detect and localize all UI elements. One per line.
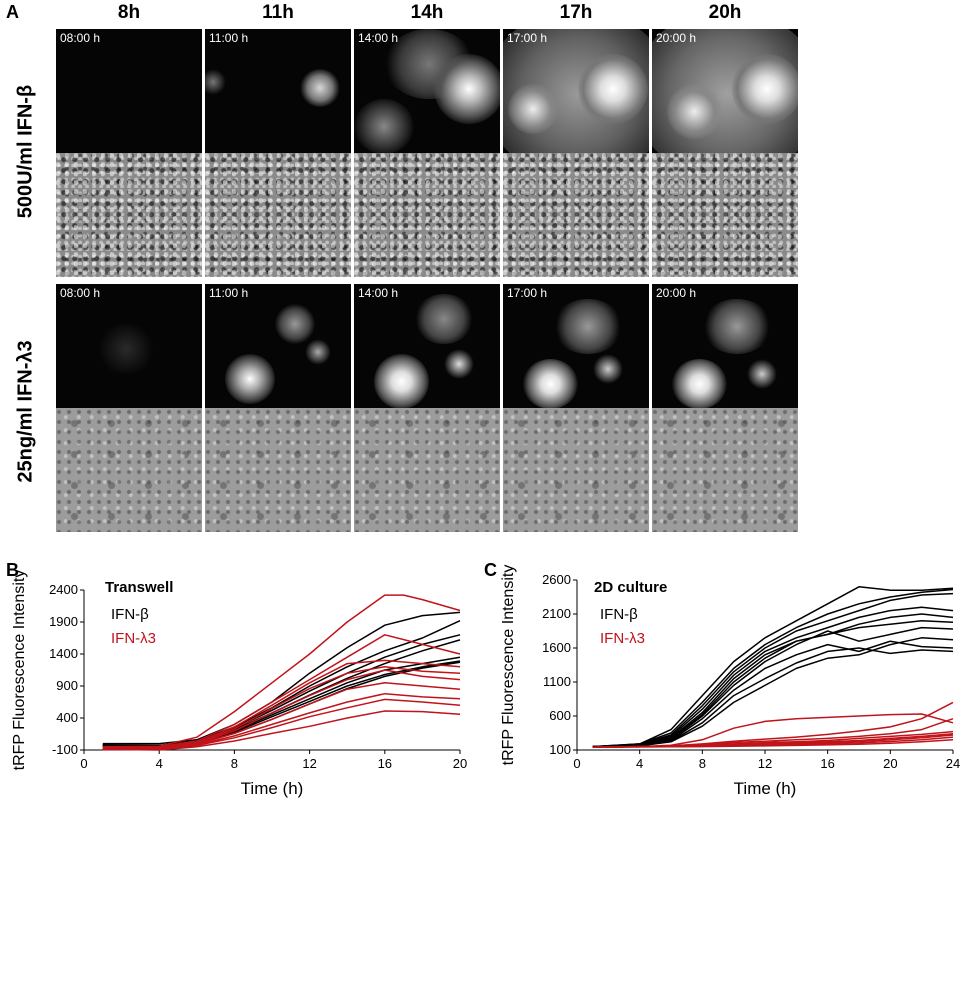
- time-label: 11:00 h: [209, 31, 249, 45]
- y-axis-label: tRFP Fluorescence Intensity: [500, 565, 517, 766]
- x-tick-label: 0: [573, 756, 580, 771]
- image-ifnl3-fluo-14h: 14:00 h: [354, 284, 500, 408]
- image-ifnl3-brightfield-14h: [354, 408, 500, 532]
- x-tick-label: 20: [883, 756, 897, 771]
- series-line: [592, 613, 954, 748]
- x-tick-label: 0: [80, 756, 87, 771]
- x-tick-label: 8: [231, 756, 238, 771]
- series-line: [592, 637, 954, 748]
- image-ifnb-fluo-17h: 17:00 h: [503, 29, 649, 153]
- x-tick-label: 24: [946, 756, 960, 771]
- y-axis-label: tRFP Fluorescence Intensity: [11, 570, 28, 771]
- time-label: 08:00 h: [60, 31, 101, 45]
- series-line: [102, 710, 461, 751]
- panel-a-letter: A: [6, 2, 19, 22]
- series-line: [592, 588, 954, 748]
- series-line: [102, 634, 461, 749]
- y-tick-label: 1100: [543, 674, 571, 689]
- x-tick-label: 4: [156, 756, 163, 771]
- series-line: [102, 594, 461, 748]
- panel-c-letter: C: [484, 560, 497, 580]
- chart-title: 2D culture: [594, 579, 667, 596]
- image-ifnl3-brightfield-8h: [56, 408, 202, 532]
- panel-b-letter: B: [6, 560, 19, 580]
- y-tick-label: 1900: [49, 614, 78, 629]
- legend-entry: IFN-λ3: [111, 630, 156, 647]
- x-tick-label: 12: [302, 756, 316, 771]
- x-tick-label: 16: [820, 756, 834, 771]
- col-header-17h: 17h: [559, 2, 593, 23]
- image-ifnl3-brightfield-20h: [652, 408, 798, 532]
- x-tick-label: 20: [453, 756, 467, 771]
- legend-entry: IFN-λ3: [600, 630, 645, 647]
- series-line: [592, 586, 954, 748]
- series-line: [592, 606, 954, 748]
- col-header-20h: 20h: [708, 2, 742, 23]
- chart-2d-culture: 0 4 8 12 16 20 24 100 600 1100 1600 2100 2600 Time (h…: [500, 565, 960, 798]
- time-label: 17:00 h: [507, 286, 548, 300]
- series-line: [592, 647, 954, 748]
- col-header-8h: 8h: [117, 2, 141, 23]
- x-tick-label: 16: [378, 756, 392, 771]
- x-tick-label: 4: [636, 756, 643, 771]
- series-line: [102, 698, 461, 751]
- y-tick-label: 900: [56, 678, 78, 693]
- col-header-14h: 14h: [410, 2, 444, 23]
- time-label: 20:00 h: [656, 286, 697, 300]
- image-ifnb-fluo-20h: 20:00 h: [652, 29, 798, 153]
- y-tick-label: 2600: [542, 572, 571, 587]
- time-label: 20:00 h: [656, 31, 697, 45]
- y-tick-label: 2400: [49, 582, 78, 597]
- series-line: [592, 626, 954, 748]
- image-ifnl3-fluo-8h: 08:00 h: [56, 284, 202, 408]
- legend-entry: IFN-β: [600, 606, 638, 623]
- image-ifnb-brightfield-20h: [652, 153, 798, 277]
- image-ifnb-fluo-14h: 14:00 h: [354, 29, 500, 153]
- image-ifnb-brightfield-14h: [354, 153, 500, 277]
- y-tick-label: -100: [52, 742, 78, 757]
- y-tick-label: 600: [549, 708, 571, 723]
- series-line: [102, 634, 461, 747]
- series-line: [102, 620, 461, 747]
- row-label-ifn-beta: 500U/ml IFN-β: [14, 84, 37, 219]
- image-ifnl3-fluo-17h: 17:00 h: [503, 284, 649, 408]
- time-label: 11:00 h: [209, 286, 249, 300]
- legend-entry: IFN-β: [111, 606, 149, 623]
- time-label: 17:00 h: [507, 31, 548, 45]
- y-tick-label: 1600: [542, 640, 571, 655]
- y-tick-label: 400: [56, 710, 78, 725]
- x-axis-label: Time (h): [241, 779, 304, 798]
- time-label: 14:00 h: [358, 31, 399, 45]
- series-line: [102, 639, 461, 747]
- x-tick-label: 8: [699, 756, 706, 771]
- image-ifnb-brightfield-17h: [503, 153, 649, 277]
- x-axis-label: Time (h): [734, 779, 797, 798]
- x-tick-label: 12: [758, 756, 772, 771]
- series-line: [102, 669, 461, 750]
- image-ifnl3-fluo-20h: 20:00 h: [652, 284, 798, 408]
- chart-transwell: 0 4 8 12 16 20 -100 400 900 1400 1900 2400 Time (h) t…: [11, 570, 467, 798]
- series-line: [102, 682, 461, 750]
- col-header-11h: 11h: [262, 2, 294, 23]
- y-tick-label: 2100: [542, 606, 571, 621]
- chart-title: Transwell: [105, 579, 173, 596]
- image-ifnl3-brightfield-17h: [503, 408, 649, 532]
- row-label-ifn-lambda3: 25ng/ml IFN-λ3: [14, 340, 37, 483]
- image-ifnb-brightfield-8h: [56, 153, 202, 277]
- series-line: [592, 739, 954, 749]
- series-group: [592, 586, 954, 749]
- time-label: 14:00 h: [358, 286, 399, 300]
- series-line: [592, 592, 954, 748]
- y-tick-label: 100: [549, 742, 571, 757]
- time-label: 08:00 h: [60, 286, 101, 300]
- image-ifnb-fluo-8h: 08:00 h: [56, 29, 202, 153]
- image-ifnl3-fluo-11h: 11:00 h: [205, 284, 351, 408]
- series-line: [102, 611, 461, 745]
- image-ifnb-brightfield-11h: [205, 153, 351, 277]
- y-tick-label: 1400: [49, 646, 78, 661]
- image-ifnl3-brightfield-11h: [205, 408, 351, 532]
- image-ifnb-fluo-11h: 11:00 h: [205, 29, 351, 153]
- series-group: [102, 594, 461, 751]
